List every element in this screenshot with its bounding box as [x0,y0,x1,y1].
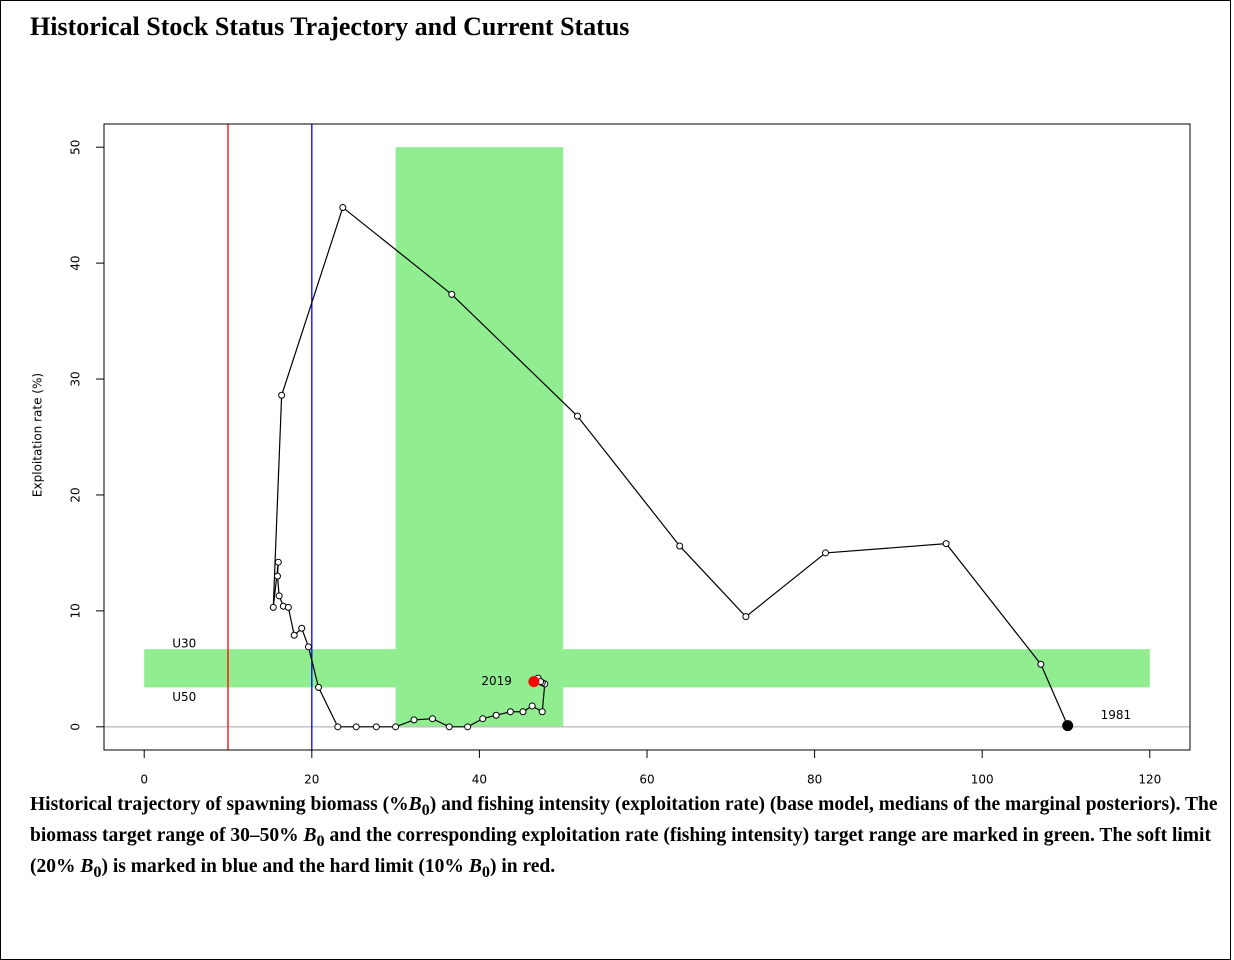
caption-text: B [408,794,422,815]
data-point [410,716,418,724]
data-point [528,702,536,710]
chart: U30U5002040608010012001020304050Biomass … [31,123,1191,787]
x-tick-label: 120 [1138,773,1161,787]
caption-text: B [80,855,94,877]
zone-label: U50 [172,690,196,704]
data-point [290,631,298,639]
data-point [315,683,323,691]
data-point [821,549,829,557]
data-point [1062,720,1074,732]
caption-text: ) is marked in blue and the hard limit (… [101,855,469,877]
x-tick-label: 20 [304,773,319,787]
data-point [352,723,360,731]
caption-text: 0 [481,862,490,881]
x-tick-label: 40 [472,773,487,787]
data-point [448,290,456,298]
data-point [273,572,281,580]
data-point [298,624,306,632]
caption-text: ) and fishing intensity (exploitation ra… [30,794,1218,846]
data-point [538,708,546,716]
caption-text: 0 [316,831,325,850]
y-tick-label: 0 [69,723,83,731]
data-point [942,540,950,548]
y-tick-label: 40 [69,255,83,270]
data-point [339,203,347,211]
y-tick-label: 10 [69,603,83,618]
y-tick-label: 20 [69,487,83,502]
caption-text: B [468,855,482,877]
y-axis-label: Exploitation rate (%) [31,373,45,497]
zone-label: U30 [172,637,196,651]
data-point [519,708,527,716]
data-point [479,715,487,723]
caption: Historical trajectory of spawning biomas… [30,792,1225,885]
start-label: 1981 [1101,708,1132,722]
x-tick-label: 80 [807,773,822,787]
data-point [372,723,380,731]
data-point [676,542,684,550]
x-tick-label: 60 [639,773,654,787]
caption-text: ) in red. [489,855,556,877]
caption-text: 0 [93,862,102,881]
target-exploitation-zone [144,649,1150,688]
data-point [269,603,277,611]
data-point [392,723,400,731]
data-point [528,676,540,688]
y-tick-label: 50 [69,140,83,155]
data-point [492,711,500,719]
data-point [304,643,312,651]
data-point [464,723,472,731]
data-point [428,715,436,723]
caption-text: and the corresponding exploitation rate … [30,824,1211,877]
data-point [278,391,286,399]
data-point [1037,660,1045,668]
data-point [275,592,283,600]
trajectory-line [272,206,1069,728]
data-point [284,603,292,611]
page-title: Historical Stock Status Trajectory and C… [30,12,630,41]
data-point [445,723,453,731]
data-point [742,613,750,621]
end-label: 2019 [481,674,512,688]
x-tick-label: 0 [140,773,148,787]
y-tick-label: 30 [69,371,83,386]
data-point [573,412,581,420]
x-tick-label: 100 [971,773,994,787]
caption-text: 0 [421,800,430,819]
target-biomass-zone [395,147,564,727]
data-point [274,558,282,566]
caption-text: Historical trajectory of spawning biomas… [30,794,409,815]
data-point [334,723,342,731]
caption-text: B [303,824,317,846]
data-point [506,708,514,716]
